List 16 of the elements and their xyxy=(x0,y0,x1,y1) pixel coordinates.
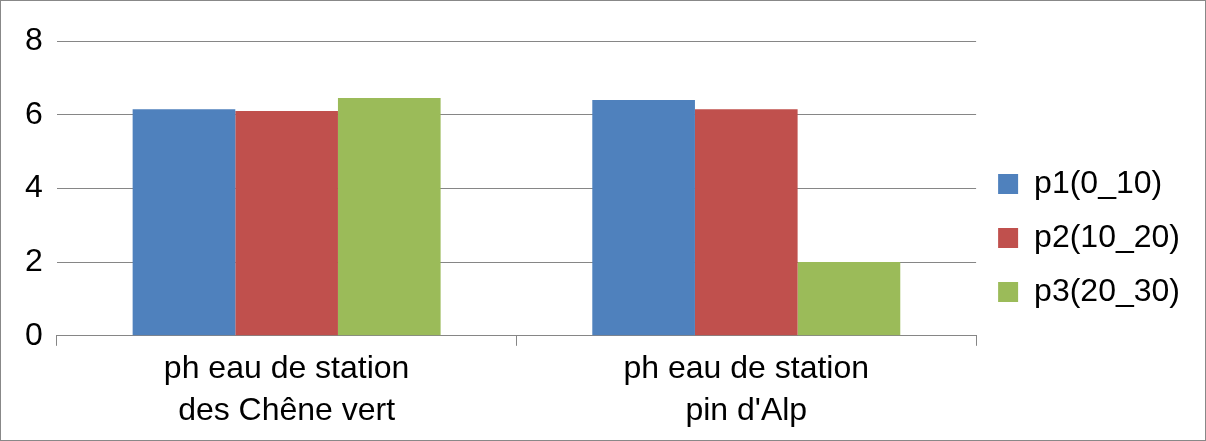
bar xyxy=(235,111,338,336)
x-tick-label: ph eau de station pin d'Alp xyxy=(623,349,870,428)
bar xyxy=(132,109,236,336)
y-tick-label: 0 xyxy=(25,315,43,352)
y-tick-label: 4 xyxy=(25,168,43,205)
legend-label: p3(20_30) xyxy=(1034,271,1180,308)
legend-label: p2(10_20) xyxy=(1034,217,1180,254)
bar xyxy=(592,99,695,336)
bar xyxy=(797,262,901,336)
bar xyxy=(694,109,798,336)
y-tick-label: 6 xyxy=(25,94,43,131)
y-tick-label: 8 xyxy=(25,20,43,57)
y-tick-label: 2 xyxy=(25,241,43,278)
bar xyxy=(337,98,441,336)
legend-label: p1(0_10) xyxy=(1034,163,1163,200)
x-tick-label: ph eau de station des Chêne vert xyxy=(163,349,410,428)
